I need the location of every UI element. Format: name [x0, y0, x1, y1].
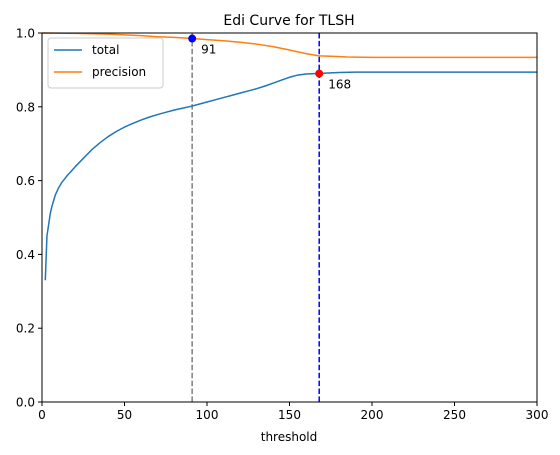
x-tick-label: 150	[278, 408, 301, 422]
legend-label-total: total	[92, 43, 119, 57]
x-axis-ticks: 0 50 100 150 200 250 300	[38, 402, 548, 422]
y-tick-label: 0.8	[16, 100, 35, 114]
y-tick-label: 0.0	[16, 396, 35, 410]
y-tick-label: 1.0	[16, 27, 35, 41]
x-tick-label: 300	[526, 408, 549, 422]
y-tick-label: 0.6	[16, 174, 35, 188]
x-tick-label: 200	[361, 408, 384, 422]
marker-168	[315, 70, 323, 78]
chart-title: Edi Curve for TLSH	[223, 13, 354, 29]
y-tick-label: 0.4	[16, 248, 35, 262]
marker-91	[188, 35, 196, 43]
x-axis-label: threshold	[261, 430, 318, 444]
series-line-total	[45, 72, 537, 280]
y-axis-ticks: 0.0 0.2 0.4 0.6 0.8 1.0	[16, 27, 42, 410]
legend: total precision	[48, 38, 163, 88]
legend-label-precision: precision	[92, 65, 146, 79]
y-tick-label: 0.2	[16, 322, 35, 336]
x-tick-label: 100	[196, 408, 219, 422]
marker-label-168: 168	[328, 78, 351, 92]
x-tick-label: 50	[117, 408, 132, 422]
marker-label-91: 91	[201, 43, 216, 57]
x-tick-label: 0	[38, 408, 46, 422]
x-tick-label: 250	[443, 408, 466, 422]
